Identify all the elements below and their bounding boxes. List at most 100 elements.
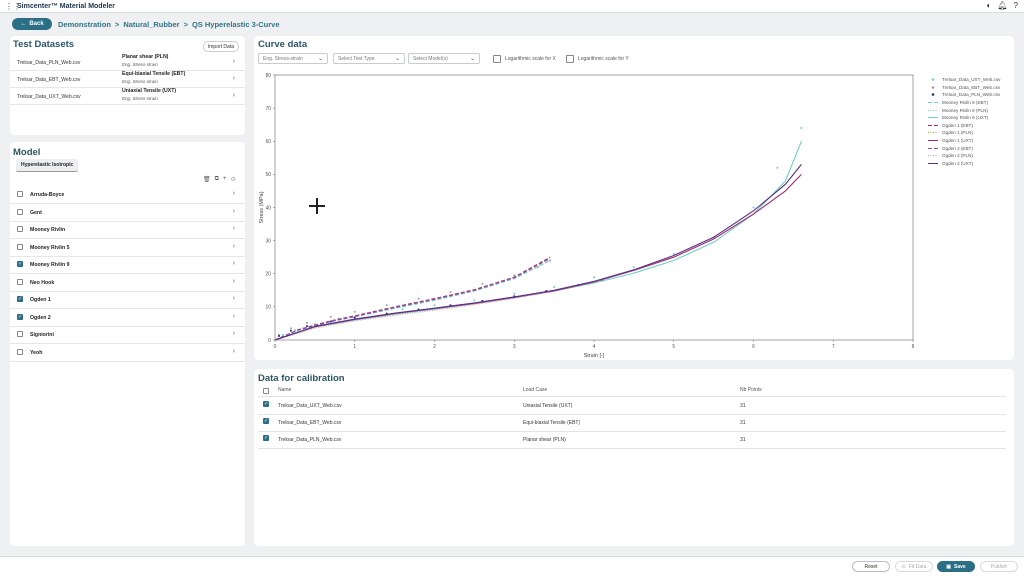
data-point: [513, 292, 516, 295]
model-row[interactable]: ✓ Ogden 2 ›: [10, 309, 245, 327]
chevron-right-icon[interactable]: ›: [232, 260, 235, 267]
column-header-name[interactable]: Name: [278, 387, 292, 393]
legend-item[interactable]: Ogden 2 (EBT): [928, 144, 1000, 152]
add-icon[interactable]: +: [222, 176, 227, 182]
legend-marker: [931, 78, 935, 82]
save-label: Save: [954, 563, 966, 570]
copy-icon[interactable]: ⧉: [214, 176, 219, 182]
app-grid-icon[interactable]: ⋮⋮: [5, 1, 21, 11]
dataset-load-case: Equi-biaxial Tensile (EBT): [122, 71, 186, 77]
chevron-right-icon[interactable]: ›: [232, 58, 235, 65]
dataset-row[interactable]: Treloar_Data_EBT_Web.csv Equi-biaxial Te…: [10, 70, 245, 88]
legend-item[interactable]: Ogden 2 (PLN): [928, 152, 1000, 160]
row-checkbox[interactable]: ✓: [263, 435, 269, 441]
row-checkbox[interactable]: ✓: [263, 401, 269, 407]
dataset-file-name: Treloar_Data_PLN_Web.csv: [17, 60, 81, 66]
row-checkbox[interactable]: ✓: [263, 418, 269, 424]
model-checkbox[interactable]: ✓: [17, 261, 23, 267]
log-x-checkbox[interactable]: [493, 55, 501, 63]
breadcrumb-item[interactable]: Demonstration: [58, 19, 111, 29]
legend-item[interactable]: Treloar_Data_PLN_Web.csv: [928, 91, 1000, 99]
legend-swatch: [928, 155, 938, 157]
model-toolbar: 🗑︎ ⧉ + ⚙︎: [203, 176, 236, 183]
chevron-right-icon[interactable]: ›: [232, 330, 235, 337]
model-row[interactable]: Mooney Rivlin 5 ›: [10, 239, 245, 257]
chevron-right-icon[interactable]: ›: [232, 92, 235, 99]
dataset-row[interactable]: Treloar_Data_PLN_Web.csv Planar shear (P…: [10, 53, 245, 71]
legend-swatch: [928, 162, 938, 164]
reset-button[interactable]: Reset: [852, 561, 890, 572]
breadcrumb-item[interactable]: Natural_Rubber: [123, 19, 180, 29]
model-checkbox[interactable]: [17, 208, 23, 215]
model-checkbox[interactable]: ✓: [17, 313, 23, 320]
model-checkbox[interactable]: [17, 191, 23, 197]
model-row[interactable]: ✓ Mooney Rivlin 9 ›: [10, 256, 245, 274]
log-y-toggle[interactable]: Logarithmic scale for Y: [566, 55, 629, 63]
legend-item[interactable]: Ogden 1 (UXT): [928, 137, 1000, 145]
legend-item[interactable]: Ogden 1 (PLN): [928, 129, 1000, 137]
model-row[interactable]: Arruda-Boyce ›: [10, 186, 245, 204]
dataset-row[interactable]: Treloar_Data_UXT_Web.csv Uniaxial Tensil…: [10, 87, 245, 105]
legend-item[interactable]: Treloar_Data_EBT_Web.csv: [928, 84, 1000, 92]
model-checkbox[interactable]: [17, 348, 23, 355]
legend-item[interactable]: Treloar_Data_UXT_Web.csv: [928, 76, 1000, 84]
model-row[interactable]: Mooney Rivlin ›: [10, 221, 245, 239]
legend-item[interactable]: Ogden 1 (EBT): [928, 122, 1000, 130]
legend-item[interactable]: Mooney Rivlin 9 (UXT): [928, 114, 1000, 122]
model-checkbox[interactable]: [17, 226, 23, 232]
chevron-right-icon[interactable]: ›: [232, 295, 235, 302]
import-data-button[interactable]: Import Data: [202, 41, 239, 52]
curve-type-select[interactable]: Eng. Stress-strain ⌄: [258, 53, 328, 64]
model-row[interactable]: Gent ›: [10, 204, 245, 222]
model-checkbox[interactable]: [17, 331, 23, 337]
log-x-label: Logarithmic scale for X: [505, 56, 556, 62]
notification-bell-icon[interactable]: 🔔︎: [997, 1, 1008, 10]
model-checkbox[interactable]: ✓: [17, 296, 23, 302]
chart-legend: Treloar_Data_UXT_Web.csv Treloar_Data_EBT…: [928, 76, 1000, 167]
publish-button[interactable]: Publish: [980, 561, 1018, 572]
theme-toggle-icon[interactable]: ◐: [986, 1, 992, 10]
log-y-checkbox[interactable]: [566, 55, 574, 63]
model-row[interactable]: Signiorini ›: [10, 326, 245, 344]
x-tick-label: 4: [593, 344, 596, 350]
chevron-right-icon[interactable]: ›: [232, 347, 235, 355]
table-row[interactable]: ✓ Treloar_Data_EBT_Web.csv Equi-biaxial …: [258, 414, 1006, 432]
chevron-right-icon[interactable]: ›: [232, 277, 235, 285]
data-point: [481, 282, 484, 285]
data-point: [289, 329, 292, 332]
trash-icon[interactable]: 🗑︎: [203, 177, 211, 183]
legend-item[interactable]: Mooney Rivlin 9 (EBT): [928, 99, 1000, 107]
chevron-right-icon[interactable]: ›: [232, 190, 235, 197]
table-row[interactable]: ✓ Treloar_Data_PLN_Web.csv Planar shear …: [258, 431, 1006, 449]
test-type-select[interactable]: Select Test Type ⌄: [333, 53, 405, 64]
save-button[interactable]: ▣ Save: [937, 561, 975, 572]
row-load-case: Planar shear (PLN): [523, 437, 566, 443]
chevron-right-icon[interactable]: ›: [232, 242, 235, 250]
fit-data-button[interactable]: ⊙ Fit Data: [895, 561, 933, 572]
legend-swatch: [931, 86, 935, 89]
models-select[interactable]: Select Model(s) ⌄: [408, 53, 480, 64]
chevron-right-icon[interactable]: ›: [232, 75, 235, 82]
select-all-checkbox[interactable]: [263, 388, 269, 394]
column-header-load-case[interactable]: Load Case: [523, 387, 548, 393]
help-icon[interactable]: ?: [1013, 1, 1018, 10]
y-tick-label: 40: [265, 205, 271, 211]
log-x-toggle[interactable]: Logarithmic scale for X: [493, 55, 556, 63]
back-button[interactable]: ← Back: [12, 18, 52, 30]
legend-item[interactable]: Ogden 2 (UXT): [928, 160, 1000, 168]
column-header-points[interactable]: Nb Points: [740, 387, 762, 393]
chevron-right-icon[interactable]: ›: [232, 207, 235, 215]
model-checkbox[interactable]: [17, 278, 23, 285]
row-name: Treloar_Data_UXT_Web.csv: [278, 403, 342, 409]
chevron-right-icon[interactable]: ›: [232, 225, 235, 232]
model-checkbox[interactable]: [17, 243, 23, 250]
model-row[interactable]: ✓ Ogden 1 ›: [10, 291, 245, 309]
settings-icon[interactable]: ⚙︎: [230, 177, 236, 183]
legend-item[interactable]: Mooney Rivlin 9 (PLN): [928, 106, 1000, 114]
chevron-right-icon[interactable]: ›: [232, 312, 235, 320]
legend-swatch: [928, 140, 938, 142]
model-row[interactable]: Neo Hook ›: [10, 274, 245, 292]
table-row[interactable]: ✓ Treloar_Data_UXT_Web.csv Uniaxial Tens…: [258, 397, 1006, 415]
model-tab-hyperelastic[interactable]: Hyperelastic Isotropic: [16, 159, 79, 172]
model-row[interactable]: Yeoh ›: [10, 344, 245, 362]
